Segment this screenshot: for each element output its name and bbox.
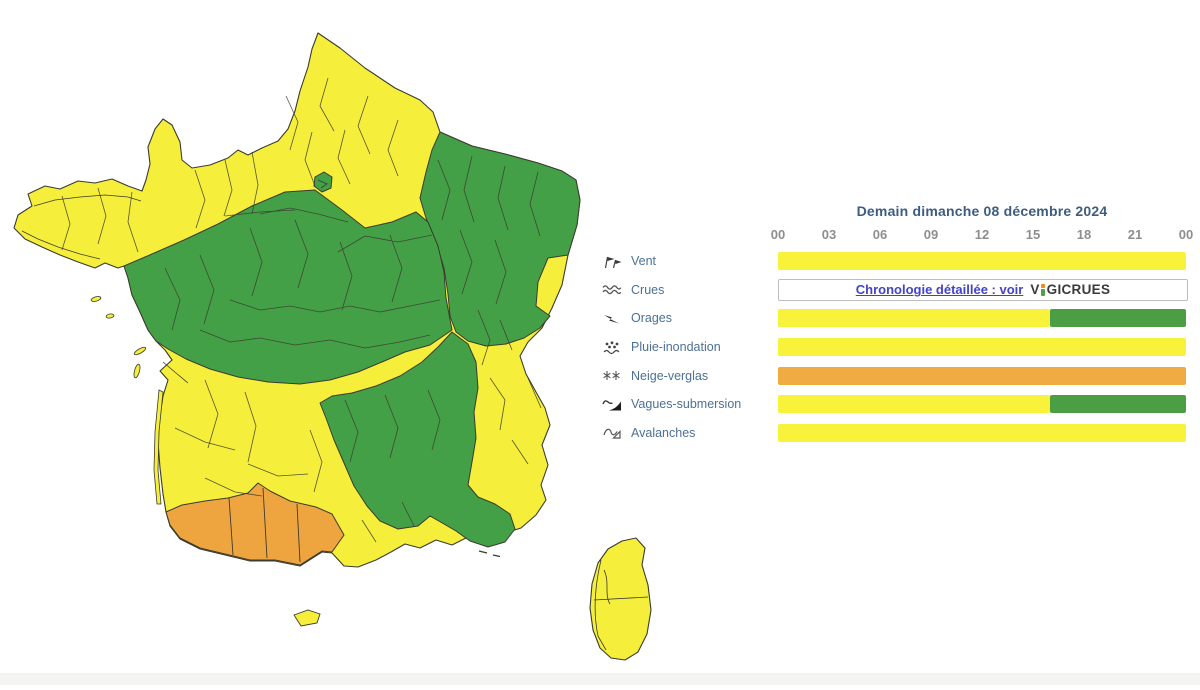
gironde-estuary-line bbox=[162, 361, 189, 384]
hazard-label-text: Avalanches bbox=[631, 425, 696, 440]
bar-segment-yellow bbox=[778, 423, 1186, 442]
corsica-coastal-borders bbox=[593, 559, 649, 651]
hazard-row-pluie-inondation: Pluie-inondation bbox=[598, 333, 1198, 362]
hazard-label: Pluie-inondation bbox=[598, 340, 778, 355]
atlantic-islands bbox=[90, 296, 147, 379]
chronologie-detaillee-link[interactable]: Chronologie détaillée : voir bbox=[855, 282, 1024, 298]
region-corsica[interactable] bbox=[589, 537, 652, 661]
avalanche-icon bbox=[601, 425, 622, 440]
bar-segment-orange bbox=[778, 366, 1186, 385]
hazard-timeline-bar bbox=[778, 423, 1186, 442]
time-tick: 06 bbox=[872, 227, 888, 242]
bar-segment-green bbox=[1049, 309, 1186, 328]
hazard-timeline-bar bbox=[778, 338, 1186, 357]
region-south-center-green[interactable] bbox=[319, 331, 516, 548]
snow-ice-icon bbox=[601, 368, 622, 383]
hazard-label: Crues bbox=[598, 282, 778, 297]
time-tick: 09 bbox=[923, 227, 939, 242]
time-tick: 00 bbox=[770, 227, 786, 242]
crues-chronologie-box: Chronologie détaillée : voir V GICRUES bbox=[778, 278, 1188, 301]
pyrenees-dept-borders bbox=[228, 487, 301, 563]
rain-flood-icon bbox=[601, 340, 622, 355]
vigicrues-logo[interactable]: V GICRUES bbox=[1030, 282, 1111, 298]
mediterranean-islet bbox=[293, 609, 321, 627]
var-islets bbox=[478, 550, 501, 558]
bar-segment-yellow bbox=[778, 309, 1050, 328]
hazard-label-text: Crues bbox=[631, 282, 665, 297]
page-footer-strip bbox=[0, 673, 1200, 685]
hazard-label-text: Vagues-submersion bbox=[631, 397, 742, 412]
hazard-label: Neige-verglas bbox=[598, 368, 778, 383]
waves-icon bbox=[601, 282, 622, 297]
time-tick: 12 bbox=[974, 227, 990, 242]
time-tick: 15 bbox=[1025, 227, 1041, 242]
lightning-icon bbox=[601, 311, 622, 326]
france-vigilance-map bbox=[13, 32, 652, 661]
hazard-label: Vagues-submersion bbox=[598, 397, 778, 412]
time-tick: 18 bbox=[1076, 227, 1092, 242]
hazard-row-vent: Vent bbox=[598, 247, 1198, 276]
hazard-row-orages: Orages bbox=[598, 304, 1198, 333]
hazard-row-vagues-submersion: Vagues-submersion bbox=[598, 390, 1198, 419]
bar-segment-yellow bbox=[778, 252, 1186, 271]
timeline-panel: Demain dimanche 08 décembre 2024 00 03 06 0… bbox=[598, 203, 1198, 447]
department-borders bbox=[61, 77, 542, 543]
bar-segment-yellow bbox=[778, 395, 1050, 414]
hazard-timeline-bar bbox=[778, 309, 1186, 328]
time-axis: 00 03 06 09 12 15 18 21 00 bbox=[771, 227, 1193, 242]
hazard-label-text: Neige-verglas bbox=[631, 368, 709, 383]
time-tick: 21 bbox=[1127, 227, 1143, 242]
brittany-coastal-lines bbox=[21, 194, 142, 260]
bar-segment-green bbox=[1049, 395, 1186, 414]
wind-flags-icon bbox=[601, 254, 622, 269]
timeline-title: Demain dimanche 08 décembre 2024 bbox=[856, 203, 1108, 219]
time-tick: 03 bbox=[821, 227, 837, 242]
hazard-label-text: Orages bbox=[631, 311, 672, 326]
region-central-west-green[interactable] bbox=[123, 189, 453, 385]
vigicrues-i-mark bbox=[1041, 284, 1046, 297]
hazard-timeline-bar bbox=[778, 366, 1186, 385]
hazard-row-crues: Crues Chronologie détaillée : voir V GICRUE… bbox=[598, 276, 1198, 305]
hazard-row-neige-verglas: Neige-verglas bbox=[598, 361, 1198, 390]
paris-inner-border bbox=[317, 179, 328, 189]
hazard-row-avalanches: Avalanches bbox=[598, 419, 1198, 448]
wave-submersion-icon bbox=[601, 397, 622, 412]
hazard-timeline-bar bbox=[778, 395, 1186, 414]
time-tick: 00 bbox=[1178, 227, 1194, 242]
hazard-timeline-bar bbox=[778, 252, 1186, 271]
hazard-label-text: Pluie-inondation bbox=[631, 340, 721, 355]
hazard-label: Vent bbox=[598, 254, 778, 269]
hazard-label-text: Vent bbox=[631, 254, 657, 269]
bar-segment-yellow bbox=[778, 338, 1186, 357]
france-map-container bbox=[13, 32, 652, 661]
hazard-label: Avalanches bbox=[598, 425, 778, 440]
hazard-label: Orages bbox=[598, 311, 778, 326]
landes-coastal-strip bbox=[153, 389, 164, 505]
hazard-rows: Vent Crues Chronologie détaillée : voir V GI… bbox=[598, 247, 1198, 447]
